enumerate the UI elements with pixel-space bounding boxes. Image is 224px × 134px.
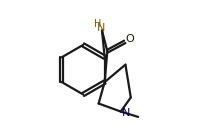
Text: N: N xyxy=(122,108,131,118)
Text: N: N xyxy=(97,23,105,33)
Text: O: O xyxy=(125,34,134,44)
Text: H: H xyxy=(94,18,101,29)
